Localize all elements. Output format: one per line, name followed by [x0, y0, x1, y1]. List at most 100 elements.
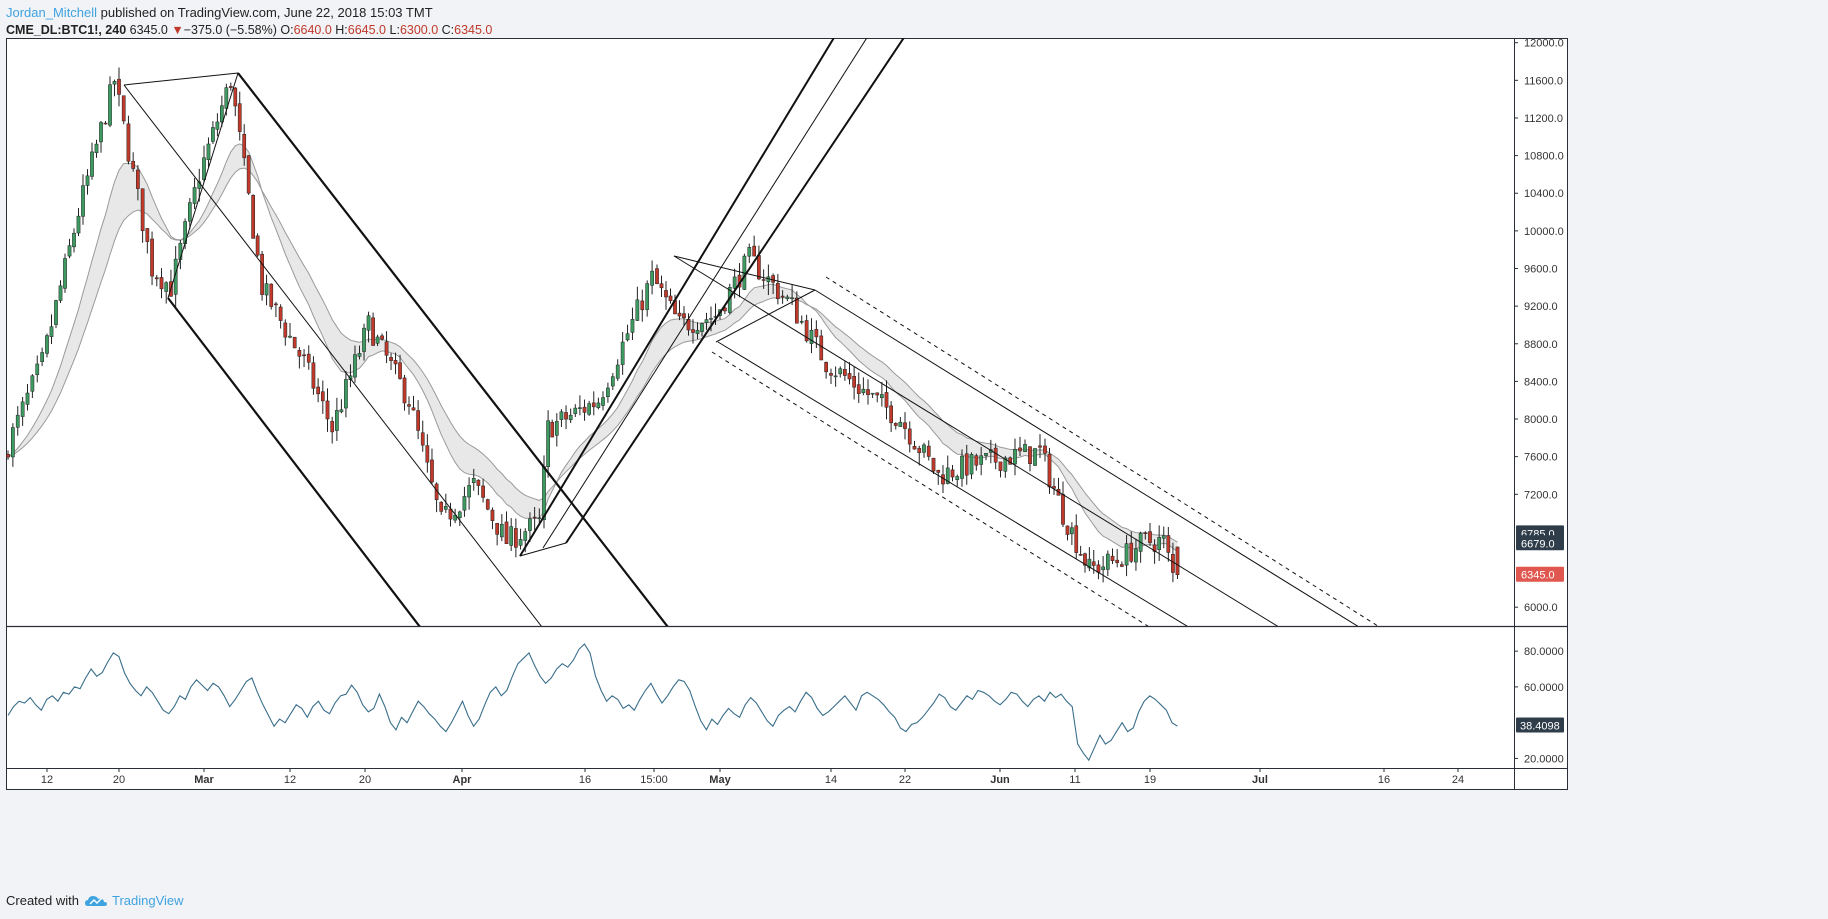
candle	[443, 493, 448, 513]
candle-body	[709, 318, 713, 320]
candle-body	[866, 389, 870, 396]
candle	[950, 465, 955, 482]
candle	[117, 67, 121, 107]
candle	[269, 283, 274, 310]
channel-3-mid-line[interactable]	[814, 289, 1380, 640]
candle	[936, 469, 941, 485]
candle	[202, 145, 206, 183]
close-label: C:	[441, 23, 455, 37]
candle	[606, 382, 610, 403]
candle	[330, 416, 335, 444]
candle	[467, 477, 471, 510]
price-label-box	[1516, 535, 1564, 551]
rsi-line	[7, 643, 1178, 762]
candle-body	[490, 509, 495, 521]
candle-body	[761, 279, 766, 281]
candle-body	[220, 105, 224, 123]
candle	[362, 323, 366, 361]
channel-3-upper-line[interactable]	[673, 255, 1300, 640]
candle-body	[884, 392, 889, 408]
last-price: 6345.0	[129, 23, 168, 37]
candle-body	[640, 300, 645, 311]
channel-3-anchor-line[interactable]	[673, 255, 816, 291]
candle-body	[504, 521, 509, 544]
candle	[898, 417, 903, 427]
channel-1-anchor-line[interactable]	[123, 72, 239, 86]
channel-3-pivot-line[interactable]	[715, 289, 816, 343]
candle-body	[302, 354, 306, 357]
channel-3-inner-dashed-line[interactable]	[711, 351, 1170, 640]
candle-body	[278, 306, 283, 321]
candle-body	[587, 403, 591, 415]
channel-2-median-line[interactable]	[542, 36, 868, 549]
candle	[587, 400, 591, 416]
channel-3-outer-dashed-line[interactable]	[825, 276, 1400, 640]
candle	[206, 137, 211, 168]
candle	[833, 366, 838, 387]
candle	[164, 281, 169, 304]
candle-body	[416, 410, 420, 431]
channel-2-anchor-line[interactable]	[519, 542, 567, 557]
candle	[550, 419, 555, 438]
candle	[1115, 549, 1120, 568]
candle	[145, 228, 150, 254]
candle-body	[1110, 555, 1115, 562]
candle-body	[682, 313, 686, 319]
candle-body	[532, 516, 537, 519]
time-tick-label: 20	[113, 774, 125, 786]
candle-body	[700, 323, 704, 332]
candle	[819, 329, 824, 361]
pitchfork-median-line[interactable]	[123, 84, 552, 640]
candle	[955, 474, 960, 487]
price-label-box	[1516, 566, 1564, 582]
candle-body	[931, 457, 936, 472]
channel-3-lower-line[interactable]	[717, 341, 1210, 640]
symbol-name[interactable]: CME_DL:BTC1!, 240	[6, 23, 127, 37]
candle	[984, 453, 988, 461]
author-link[interactable]: Jordan_Mitchell	[6, 5, 98, 20]
candle	[861, 377, 866, 396]
candle	[85, 169, 90, 195]
price-tick-label: 8800.0	[1524, 339, 1558, 351]
candle	[1074, 514, 1079, 559]
candle-body	[411, 407, 416, 411]
candle	[866, 379, 870, 405]
candle	[1110, 548, 1115, 564]
candle-body	[578, 407, 582, 409]
candle-body	[695, 330, 700, 334]
candle-body	[615, 364, 620, 379]
channel-1-upper-line[interactable]	[237, 72, 678, 640]
candle-body	[233, 87, 238, 107]
candle-body	[790, 297, 794, 300]
candle	[187, 197, 192, 230]
candle	[150, 231, 154, 286]
candle-body	[889, 405, 893, 424]
tradingview-brand[interactable]: TradingView	[84, 893, 184, 908]
candle	[843, 361, 847, 381]
channel-2-left-line[interactable]	[519, 36, 835, 557]
candle-body	[150, 238, 154, 277]
candle	[103, 121, 108, 125]
candle-body	[187, 202, 192, 222]
time-tick-label: 16	[1378, 774, 1390, 786]
candle-body	[1124, 543, 1129, 566]
candle-body	[420, 432, 425, 446]
candle-body	[76, 215, 81, 234]
channel-2-right-line[interactable]	[565, 36, 905, 544]
price-label-text: 6679.0	[1521, 538, 1555, 550]
channel-1-lower-line[interactable]	[167, 297, 430, 640]
candle-body	[936, 469, 941, 473]
candle-body	[443, 506, 448, 510]
candle-body	[677, 312, 682, 317]
candle-body	[283, 322, 288, 338]
candle	[316, 378, 320, 403]
candle-body	[476, 479, 481, 486]
candle	[1124, 535, 1129, 577]
candle-body	[154, 277, 159, 280]
candle	[747, 243, 752, 264]
candle	[870, 392, 875, 399]
candle-body	[112, 81, 117, 85]
channel-1-pivot-line[interactable]	[167, 72, 239, 299]
candle	[411, 395, 416, 411]
